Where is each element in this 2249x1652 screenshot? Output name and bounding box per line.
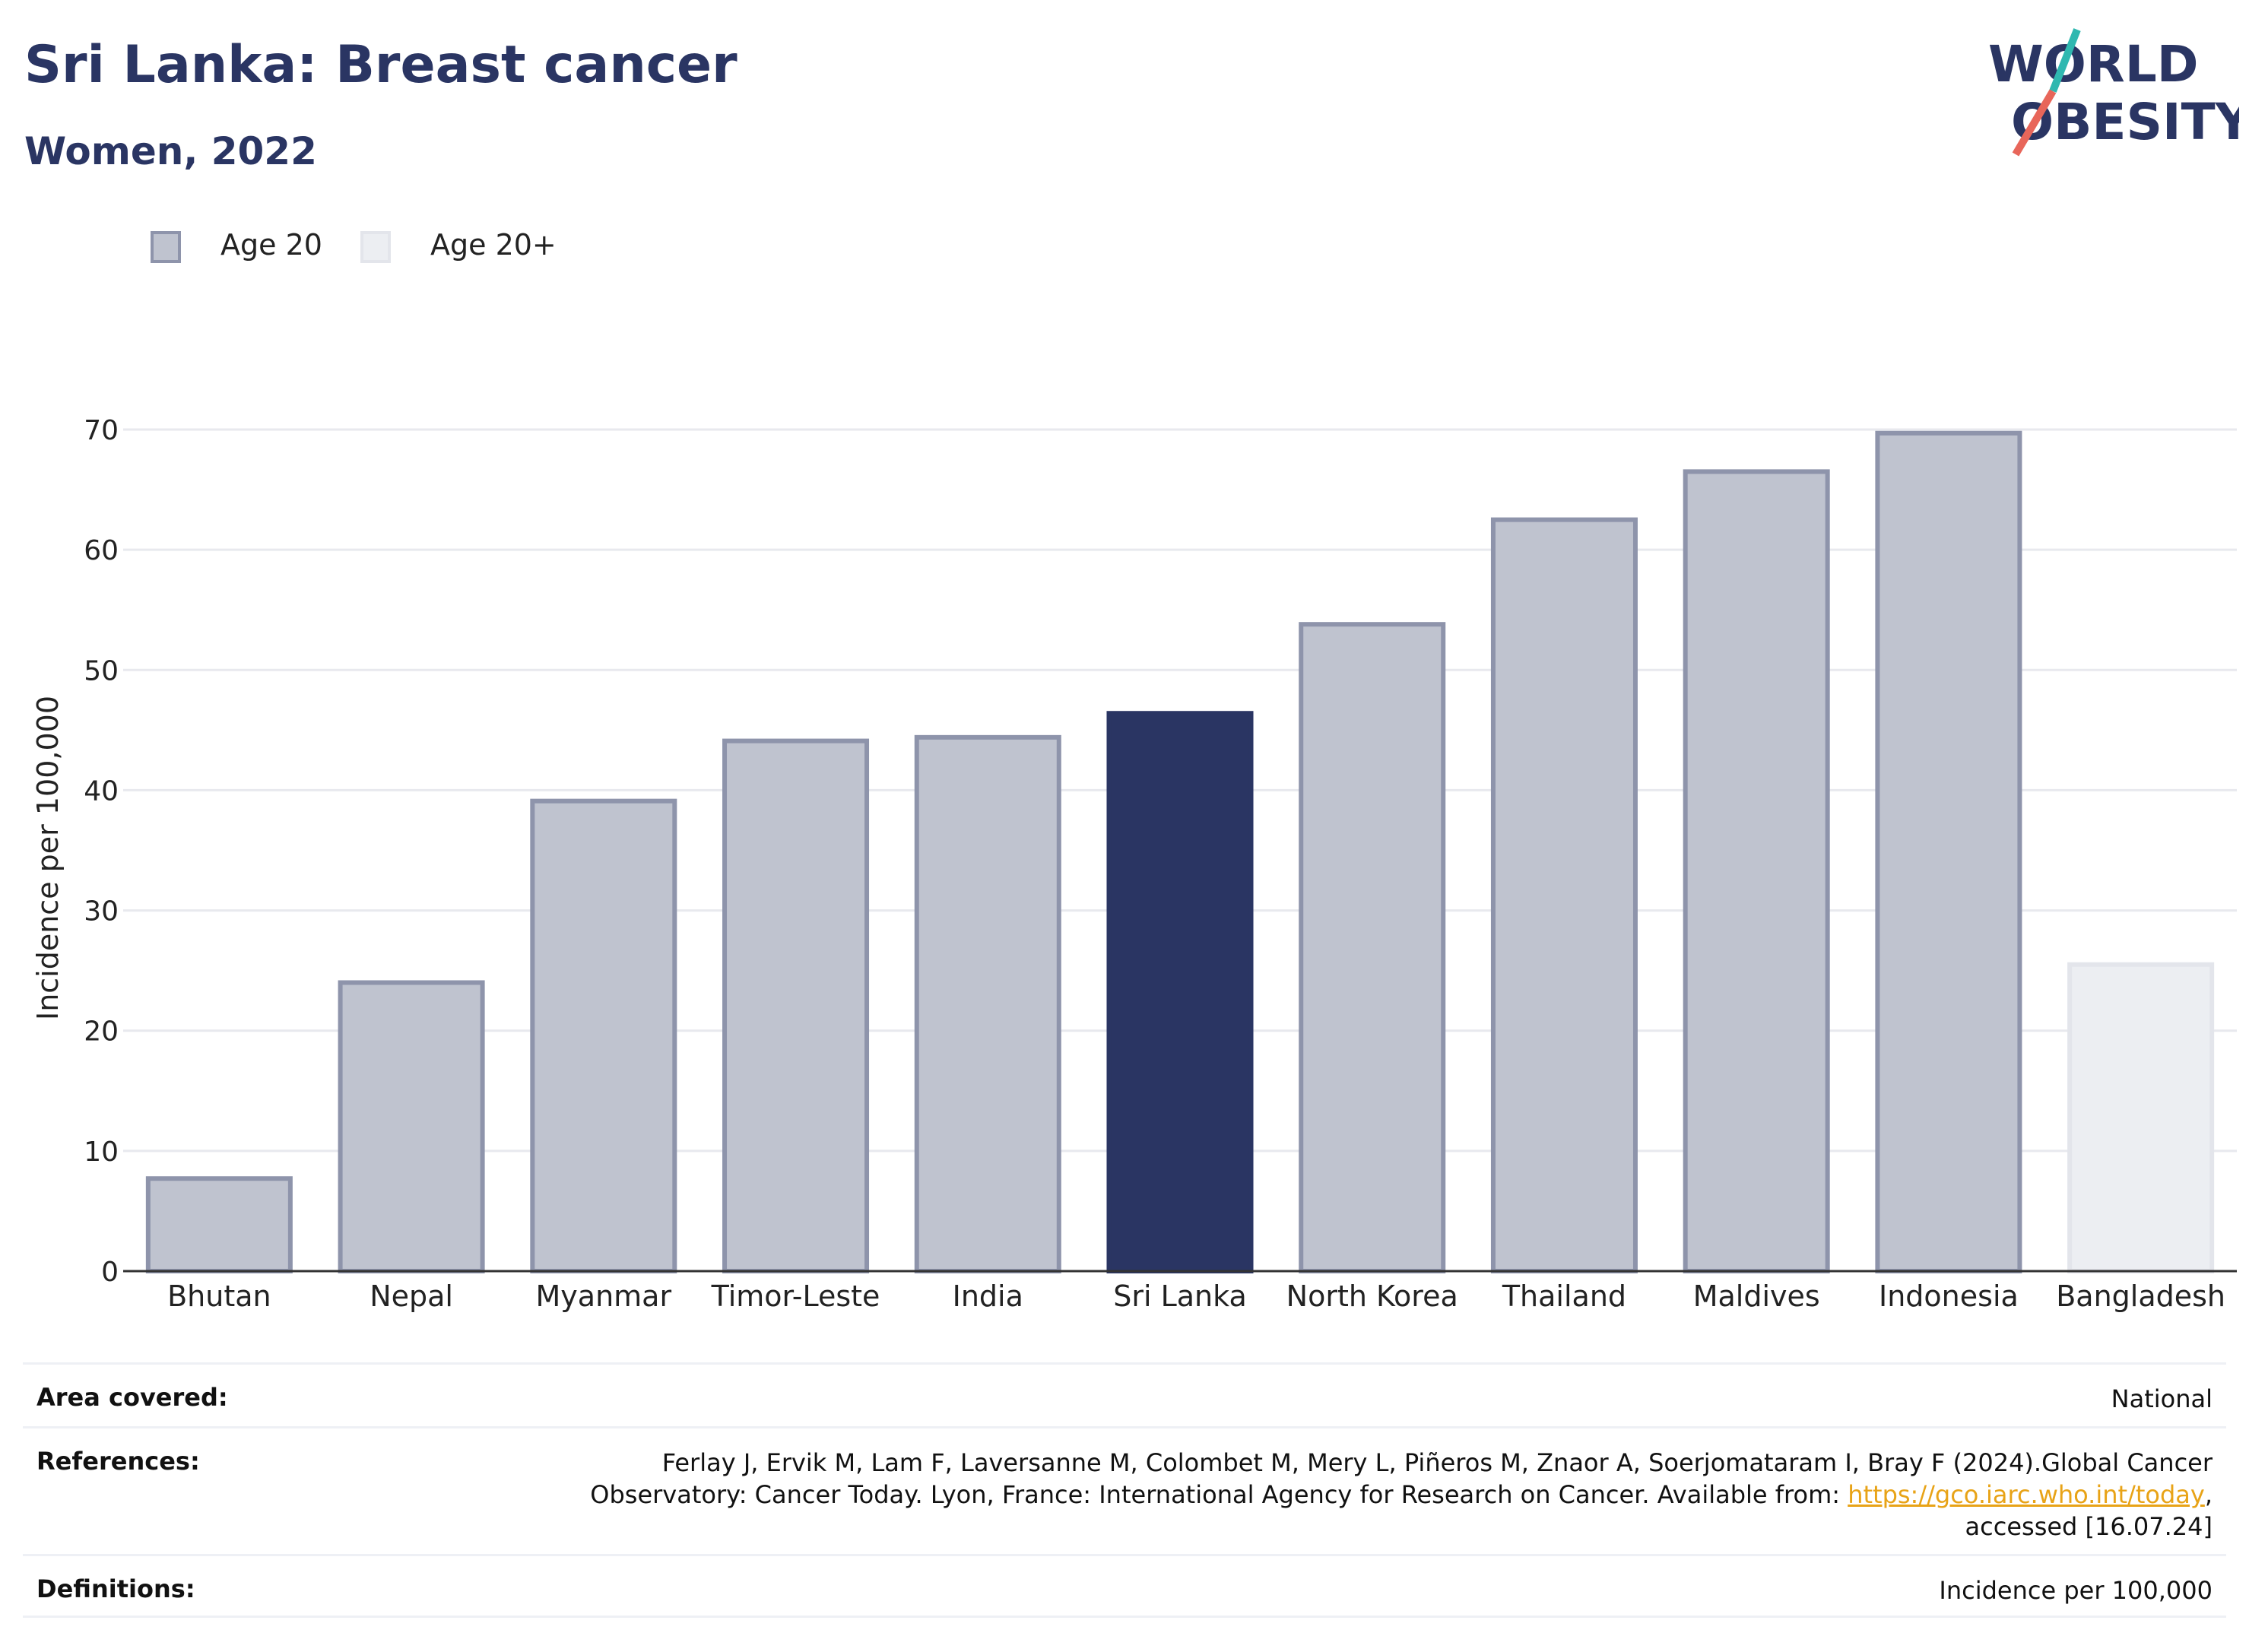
x-tick-label: India xyxy=(953,1279,1023,1313)
area-value: National xyxy=(2111,1384,2213,1413)
references-link[interactable]: https://gco.iarc.who.int/today xyxy=(1848,1480,2205,1509)
info-row-definitions: Definitions: Incidence per 100,000 xyxy=(23,1554,2226,1618)
bar-sri-lanka xyxy=(1106,711,1254,1273)
bar-chart: 0 10 20 30 40 50 60 70 Bhutan Nepal Myanmar Timor-L… xyxy=(31,415,2237,1313)
bar-maldives xyxy=(1683,469,1830,1274)
y-tick-label: 70 xyxy=(84,415,119,446)
references-line-1: Ferlay J, Ervik M, Lam F, Laversanne M, … xyxy=(661,1448,2213,1477)
legend-label: Age 20 xyxy=(220,228,322,262)
info-table: Area covered: National References: Ferla… xyxy=(23,1362,2226,1618)
y-tick-label: 0 xyxy=(101,1257,119,1288)
x-tick-label: Thailand xyxy=(1502,1279,1626,1313)
references-line-3: accessed [16.07.24] xyxy=(1965,1512,2213,1541)
definitions-value: Incidence per 100,000 xyxy=(1939,1576,2213,1605)
bar-bangladesh xyxy=(2067,962,2215,1273)
y-tick-label: 60 xyxy=(84,535,119,566)
legend-swatch-age-20 xyxy=(151,231,181,263)
bar-indonesia xyxy=(1875,430,2022,1274)
references-label: References: xyxy=(36,1447,200,1476)
legend-label: Age 20+ xyxy=(430,228,557,262)
bar-thailand xyxy=(1490,517,1638,1274)
x-tick-label: Bangladesh xyxy=(2056,1279,2225,1313)
x-tick-label: Indonesia xyxy=(1879,1279,2019,1313)
legend-swatch-age-20-plus xyxy=(360,231,391,263)
x-tick-label: Nepal xyxy=(370,1279,453,1313)
info-row-area: Area covered: National xyxy=(23,1362,2226,1426)
bar-bhutan xyxy=(145,1176,293,1273)
bar-north-korea xyxy=(1299,622,1446,1274)
x-tick-label: Bhutan xyxy=(167,1279,271,1313)
bar-timor-leste xyxy=(722,738,870,1273)
x-tick-label: Maldives xyxy=(1693,1279,1820,1313)
x-tick-label: Myanmar xyxy=(536,1279,672,1313)
bar-myanmar xyxy=(530,798,677,1273)
definitions-label: Definitions: xyxy=(36,1574,195,1603)
bar-nepal xyxy=(338,980,485,1273)
world-obesity-logo: WORLD OBESITY xyxy=(1988,28,2239,157)
logo-line1: WORLD xyxy=(1988,35,2199,94)
x-tick-label: North Korea xyxy=(1286,1279,1458,1313)
references-text: Observatory: Cancer Today. Lyon, France:… xyxy=(590,1480,1848,1509)
area-label: Area covered: xyxy=(36,1383,228,1412)
references-value: Ferlay J, Ervik M, Lam F, Laversanne M, … xyxy=(555,1428,2226,1543)
y-tick-label: 40 xyxy=(84,775,119,807)
x-tick-label: Sri Lanka xyxy=(1113,1279,1247,1313)
y-tick-label: 30 xyxy=(84,896,119,927)
bar-india xyxy=(914,734,1061,1273)
info-row-references: References: Ferlay J, Ervik M, Lam F, La… xyxy=(23,1426,2226,1554)
y-axis-label: Incidence per 100,000 xyxy=(31,696,65,1020)
x-tick-label: Timor-Leste xyxy=(711,1279,880,1313)
y-tick-label: 50 xyxy=(84,655,119,686)
y-tick-label: 20 xyxy=(84,1016,119,1048)
y-tick-label: 10 xyxy=(84,1137,119,1168)
references-line-2: Observatory: Cancer Today. Lyon, France:… xyxy=(555,1479,2213,1511)
page-subtitle: Women, 2022 xyxy=(24,129,317,173)
references-comma: , xyxy=(2204,1480,2213,1509)
page-title: Sri Lanka: Breast cancer xyxy=(24,35,738,95)
